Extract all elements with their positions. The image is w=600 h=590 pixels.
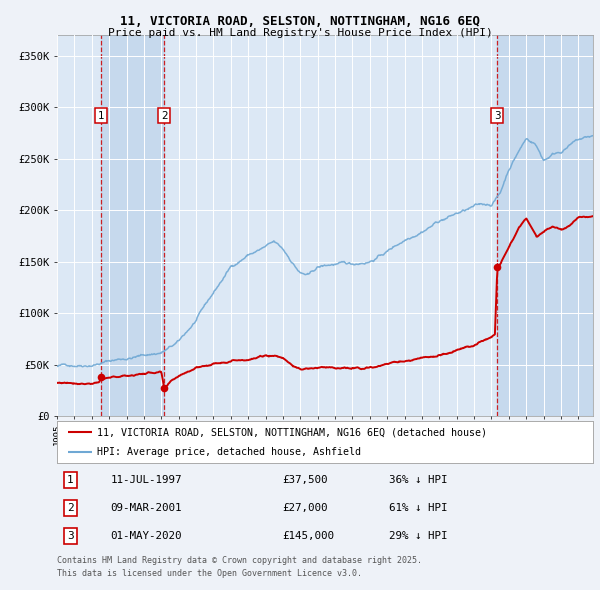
- Text: 1: 1: [98, 110, 104, 120]
- Text: 11, VICTORIA ROAD, SELSTON, NOTTINGHAM, NG16 6EQ: 11, VICTORIA ROAD, SELSTON, NOTTINGHAM, …: [120, 15, 480, 28]
- Text: Price paid vs. HM Land Registry's House Price Index (HPI): Price paid vs. HM Land Registry's House …: [107, 28, 493, 38]
- Text: £27,000: £27,000: [282, 503, 328, 513]
- Text: 3: 3: [67, 531, 74, 541]
- Text: 2: 2: [161, 110, 168, 120]
- Bar: [101, 35, 164, 416]
- Text: This data is licensed under the Open Government Licence v3.0.: This data is licensed under the Open Gov…: [57, 569, 362, 578]
- Text: 29% ↓ HPI: 29% ↓ HPI: [389, 531, 448, 541]
- Text: £37,500: £37,500: [282, 475, 328, 485]
- Text: 61% ↓ HPI: 61% ↓ HPI: [389, 503, 448, 513]
- Text: 36% ↓ HPI: 36% ↓ HPI: [389, 475, 448, 485]
- Text: £145,000: £145,000: [282, 531, 334, 541]
- Text: 09-MAR-2001: 09-MAR-2001: [110, 503, 182, 513]
- Text: 11-JUL-1997: 11-JUL-1997: [110, 475, 182, 485]
- Bar: [497, 35, 593, 416]
- Text: Contains HM Land Registry data © Crown copyright and database right 2025.: Contains HM Land Registry data © Crown c…: [57, 556, 422, 565]
- Text: HPI: Average price, detached house, Ashfield: HPI: Average price, detached house, Ashf…: [97, 447, 361, 457]
- Text: 01-MAY-2020: 01-MAY-2020: [110, 531, 182, 541]
- Text: 11, VICTORIA ROAD, SELSTON, NOTTINGHAM, NG16 6EQ (detached house): 11, VICTORIA ROAD, SELSTON, NOTTINGHAM, …: [97, 427, 487, 437]
- Text: 3: 3: [494, 110, 500, 120]
- Text: 1: 1: [67, 475, 74, 485]
- Text: 2: 2: [67, 503, 74, 513]
